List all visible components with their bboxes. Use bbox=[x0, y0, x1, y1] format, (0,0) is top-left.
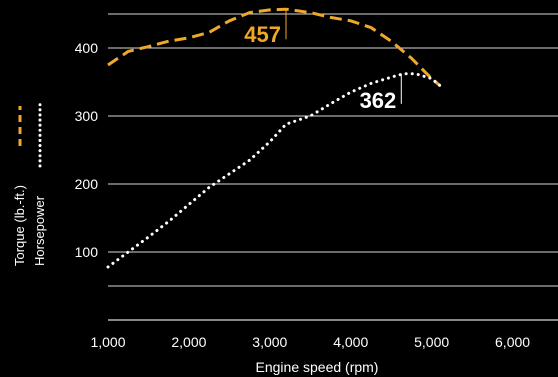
legend: Torque (lb.-ft.) Horsepower bbox=[12, 102, 47, 266]
x-tick-label: 3,000 bbox=[252, 334, 287, 350]
x-tick-label: 2,000 bbox=[171, 334, 206, 350]
torque-peak-label: 457 bbox=[244, 22, 281, 47]
horsepower-peak-label: 362 bbox=[360, 88, 397, 113]
legend-label-torque: Torque (lb.-ft.) bbox=[12, 185, 27, 266]
y-tick-labels: 100 200 300 400 bbox=[75, 40, 99, 260]
x-tick-label: 4,000 bbox=[333, 334, 368, 350]
x-tick-label: 1,000 bbox=[90, 334, 125, 350]
y-tick-label: 100 bbox=[75, 244, 99, 260]
legend-label-horsepower: Horsepower bbox=[32, 195, 47, 266]
gridlines bbox=[108, 13, 558, 321]
peak-annotations: 457 362 bbox=[244, 9, 402, 113]
x-axis-title: Engine speed (rpm) bbox=[256, 359, 379, 375]
series-layer bbox=[106, 7, 442, 269]
torque-line bbox=[107, 7, 441, 87]
y-tick-label: 200 bbox=[75, 176, 99, 192]
x-tick-label: 6,000 bbox=[495, 334, 530, 350]
y-tick-label: 400 bbox=[75, 40, 99, 56]
x-tick-label: 5,000 bbox=[414, 334, 449, 350]
y-tick-label: 300 bbox=[75, 108, 99, 124]
x-tick-labels: 1,000 2,000 3,000 4,000 5,000 6,000 bbox=[90, 334, 530, 350]
